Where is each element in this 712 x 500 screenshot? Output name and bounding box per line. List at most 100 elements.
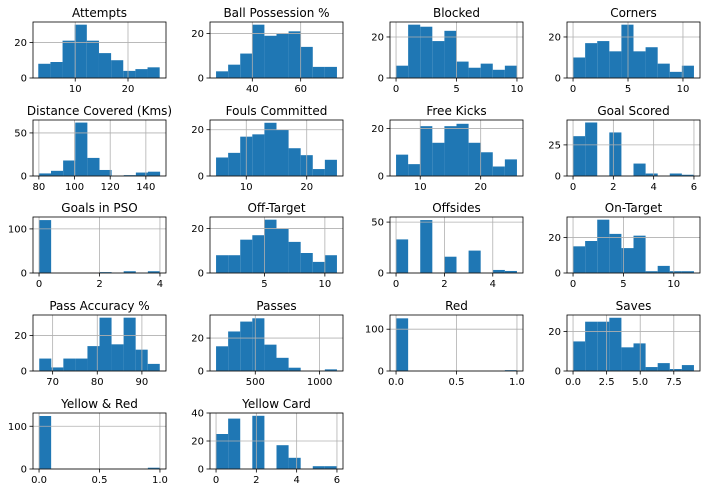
histogram-bar [432, 41, 445, 78]
histogram-bar [288, 31, 301, 78]
x-tick-label: 20 [122, 84, 135, 95]
histogram-bar [147, 67, 160, 78]
histogram-bars [396, 24, 517, 79]
histogram-bar [39, 358, 52, 371]
histogram-bar [420, 126, 433, 176]
histogram-bar [51, 367, 64, 371]
subplot-pass-accuracy: 70 80 90 0 20 Pass Accuracy % [14, 299, 167, 388]
histogram-bar [585, 241, 598, 273]
x-tick-label: 6 [334, 475, 340, 486]
x-tick-label: 2 [610, 182, 616, 193]
x-tick-label: 7.5 [666, 377, 682, 388]
histogram-bar [573, 246, 586, 273]
x-tick-label: 0 [213, 475, 219, 486]
histogram-bars [396, 220, 517, 273]
histogram-bar [444, 30, 457, 78]
subplot-title: Ball Possession % [223, 6, 329, 20]
histogram-bar [216, 346, 229, 371]
x-tick-label: 0.5 [92, 475, 108, 486]
y-tick-label: 40 [191, 409, 204, 420]
subplot-free-kicks: 10 20 0 20 Free Kicks [371, 104, 524, 193]
axes-frame [209, 21, 344, 79]
x-tick-label: 140 [136, 182, 155, 193]
histogram-bar [123, 271, 136, 273]
histogram-bar [669, 71, 682, 78]
histogram-bar [468, 142, 481, 176]
histogram-bar [240, 239, 253, 273]
axes-frame [209, 314, 344, 372]
histogram-bar [62, 40, 75, 78]
histogram-bars [38, 24, 160, 79]
histogram-bar [252, 134, 265, 176]
histogram-bar [456, 61, 469, 78]
x-tick-label: 5 [625, 84, 631, 95]
histogram-bar [216, 434, 229, 469]
histogram-bar [585, 122, 598, 176]
grid-lines [33, 413, 166, 470]
x-tick-label: 2.5 [599, 377, 615, 388]
y-tick-label: 20 [191, 224, 204, 235]
subplot-passes: 500 1000 0 20 Passes [191, 299, 344, 388]
histogram-bar [573, 341, 586, 371]
x-tick-label: 20 [474, 182, 487, 193]
subplot-fouls-committed: 10 20 0 20 Fouls Committed [191, 104, 344, 193]
histogram-bar [324, 466, 337, 469]
histogram-bar [123, 317, 136, 371]
histogram-bar [111, 60, 124, 78]
histogram-bar [609, 51, 622, 78]
histogram-bar [633, 163, 646, 176]
subplot-title: Yellow Card [241, 397, 311, 411]
axes-frame [32, 314, 167, 372]
x-tick-label: 1000 [307, 377, 332, 388]
histogram-bar [252, 318, 265, 371]
histogram-bar [504, 370, 517, 371]
histogram-bar [480, 152, 493, 176]
histogram-bar [621, 24, 634, 79]
histogram-bar [264, 219, 277, 273]
x-tick-label: 10 [240, 182, 253, 193]
x-tick-label: 4 [490, 279, 496, 290]
histogram-bar [288, 148, 301, 176]
y-tick-label: 100 [8, 224, 27, 235]
histogram-bars [573, 317, 694, 371]
histogram-bar [252, 415, 265, 469]
x-tick-label: 6 [691, 182, 697, 193]
histogram-bar [633, 235, 646, 273]
histogram-bar [99, 317, 112, 371]
subplot-title: Free Kicks [426, 104, 486, 118]
histogram-bar [585, 43, 598, 78]
histogram-bar [645, 47, 658, 78]
histogram-bar [75, 358, 88, 371]
y-tick-label: 20 [191, 334, 204, 345]
axes-frame [566, 119, 701, 177]
histogram-bar [456, 123, 469, 176]
histogram-bar [147, 171, 161, 176]
histogram-bar [216, 157, 229, 176]
y-tick-label: 20 [548, 327, 561, 338]
histogram-bar [147, 271, 160, 273]
histogram-bar [240, 53, 253, 78]
x-tick-label: 0.0 [565, 377, 581, 388]
x-tick-label: 0 [393, 84, 399, 95]
histogram-bar [432, 142, 445, 176]
axes-frame [389, 216, 524, 274]
y-tick-label: 100 [365, 325, 384, 336]
histogram-bar [324, 159, 337, 176]
y-tick-label: 0 [378, 269, 384, 280]
histogram-bar [288, 457, 301, 469]
histogram-bar [645, 367, 658, 371]
x-tick-label: 10 [414, 182, 427, 193]
histogram-bar [681, 174, 694, 176]
histogram-bar [39, 415, 52, 469]
histogram-bars [39, 220, 160, 273]
histogram-bars [216, 415, 337, 469]
y-tick-label: 50 [14, 128, 27, 139]
histogram-bar [123, 175, 136, 176]
y-tick-label: 20 [14, 38, 27, 49]
y-tick-label: 20 [14, 331, 27, 342]
y-tick-label: 0 [21, 465, 27, 476]
histogram-bar [252, 24, 265, 79]
y-tick-label: 20 [191, 29, 204, 40]
histogram-bar [264, 35, 277, 78]
x-tick-label: 4 [157, 279, 163, 290]
